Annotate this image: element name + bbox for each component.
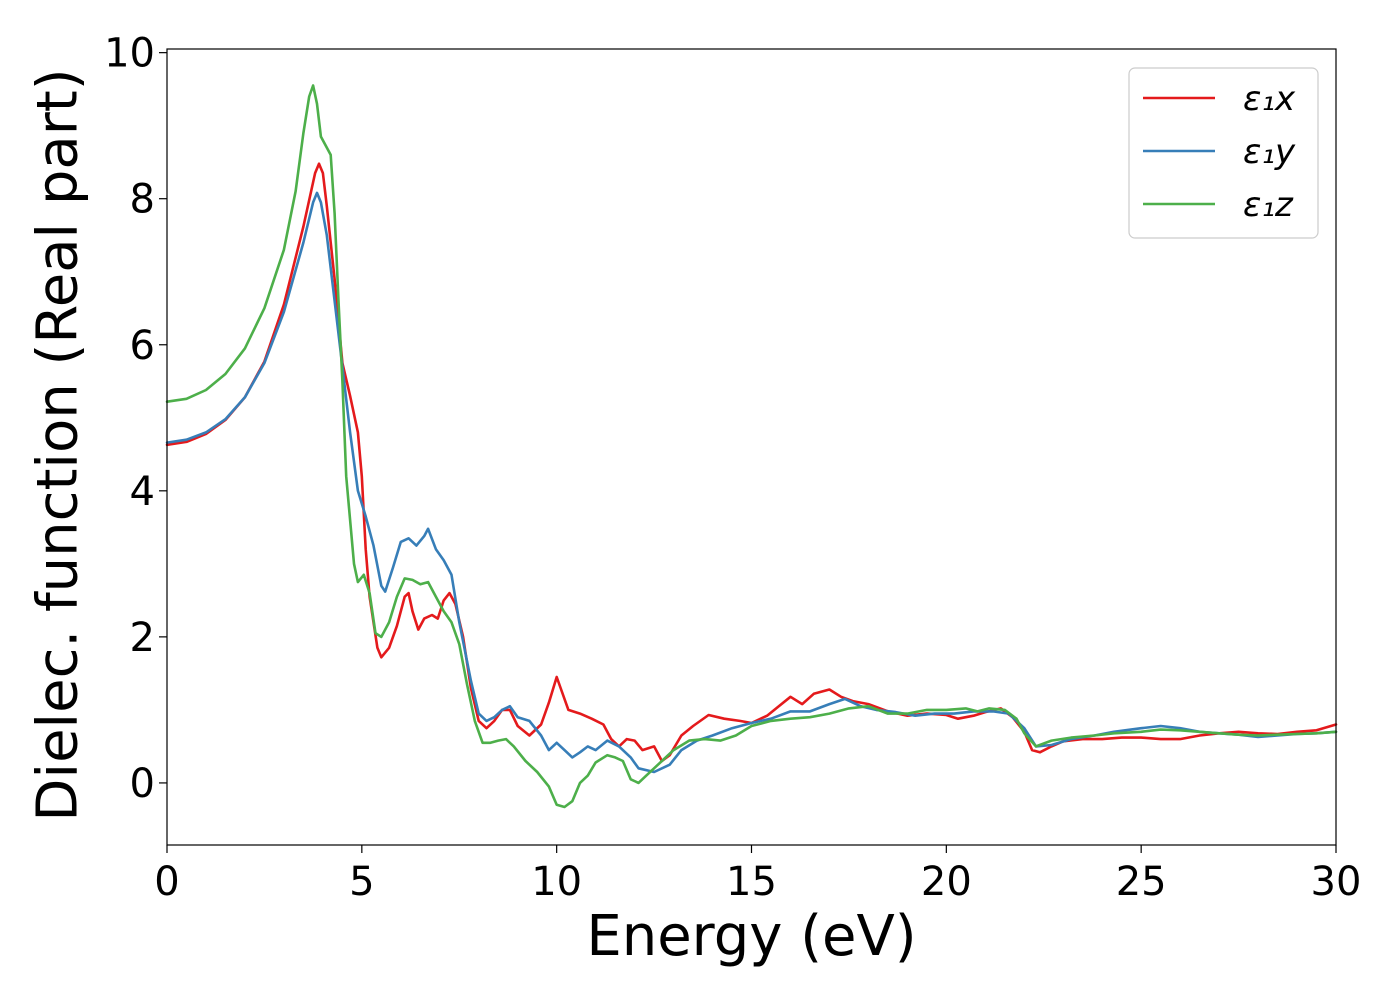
x-tick-label: 0 bbox=[154, 859, 179, 905]
series-line-1 bbox=[165, 191, 1338, 774]
legend-box bbox=[1128, 67, 1319, 239]
y-tick-label: 10 bbox=[104, 31, 155, 77]
ticks-layer: 0 5 10 15 20 25 30 0 2 4 6 8 10 bbox=[104, 31, 1361, 905]
y-tick-label: 0 bbox=[130, 761, 155, 807]
x-tick-label: 5 bbox=[349, 859, 374, 905]
x-axis-title: Energy (eV) bbox=[586, 904, 916, 969]
y-tick-label: 4 bbox=[130, 469, 155, 515]
series-line-0 bbox=[165, 162, 1338, 763]
y-axis-title: Dielec. function (Real part) bbox=[26, 68, 91, 821]
y-tick-label: 8 bbox=[130, 177, 155, 223]
legend: ε₁x ε₁y ε₁z bbox=[1128, 67, 1319, 239]
legend-entry-label: ε₁z bbox=[1243, 185, 1294, 225]
series-line-2 bbox=[165, 84, 1338, 809]
legend-entry-label: ε₁y bbox=[1243, 132, 1296, 172]
x-tick-label: 25 bbox=[1116, 859, 1167, 905]
series-layer bbox=[165, 84, 1338, 809]
legend-entry-label: ε₁x bbox=[1243, 79, 1296, 119]
x-tick-label: 10 bbox=[531, 859, 582, 905]
x-tick-label: 20 bbox=[921, 859, 972, 905]
y-tick-label: 2 bbox=[130, 615, 155, 661]
x-tick-label: 30 bbox=[1311, 859, 1362, 905]
x-tick-label: 15 bbox=[726, 859, 777, 905]
y-tick-label: 6 bbox=[130, 323, 155, 369]
